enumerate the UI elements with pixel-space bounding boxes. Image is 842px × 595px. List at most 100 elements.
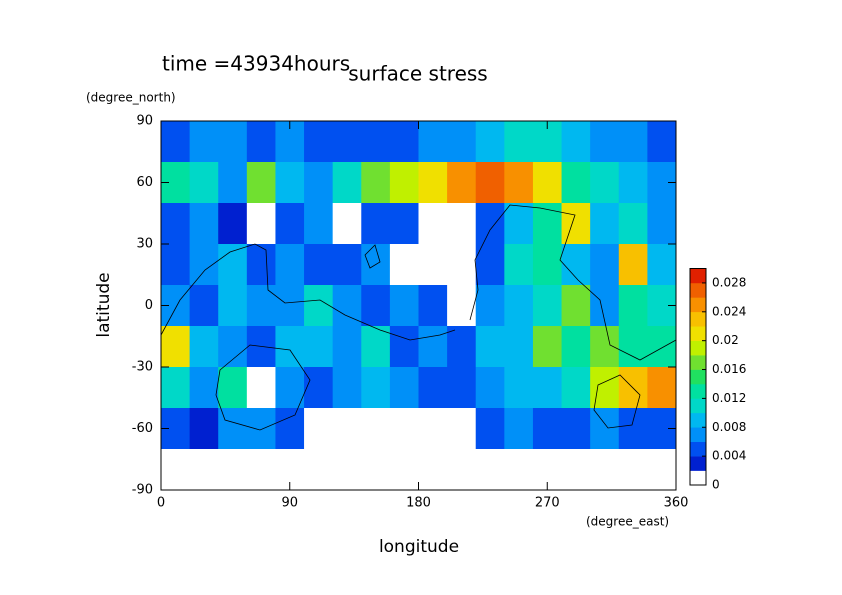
cell bbox=[361, 203, 391, 245]
cell bbox=[161, 203, 191, 245]
cell bbox=[418, 162, 448, 204]
cell bbox=[246, 121, 276, 163]
cell bbox=[618, 326, 648, 368]
coastlines bbox=[160, 204, 677, 431]
cell bbox=[332, 367, 362, 409]
cell bbox=[246, 244, 276, 286]
cell bbox=[590, 203, 620, 245]
cell bbox=[590, 326, 620, 368]
cell bbox=[275, 408, 305, 450]
cell bbox=[561, 408, 591, 450]
cell bbox=[618, 449, 648, 491]
cell bbox=[189, 326, 219, 368]
cell bbox=[304, 244, 334, 286]
cell bbox=[246, 162, 276, 204]
cell bbox=[161, 367, 191, 409]
coastline bbox=[364, 244, 381, 269]
y-tick-label: -60 bbox=[132, 421, 153, 436]
cell bbox=[418, 326, 448, 368]
cell bbox=[475, 162, 505, 204]
cell bbox=[389, 326, 419, 368]
colorbar-tick-label: 0.028 bbox=[712, 275, 746, 289]
cell bbox=[189, 367, 219, 409]
cell bbox=[218, 121, 248, 163]
colorbar-band bbox=[690, 441, 706, 457]
y-axis-label: latitude bbox=[94, 272, 114, 337]
cell bbox=[418, 285, 448, 327]
colorbar-band bbox=[690, 456, 706, 471]
cell bbox=[275, 244, 305, 286]
cell bbox=[389, 285, 419, 327]
cell bbox=[389, 244, 419, 286]
cell bbox=[504, 367, 534, 409]
cell bbox=[246, 367, 276, 409]
cell bbox=[590, 408, 620, 450]
coastline bbox=[469, 204, 677, 361]
cell bbox=[389, 121, 419, 163]
cell bbox=[561, 244, 591, 286]
cell bbox=[447, 326, 477, 368]
cell bbox=[218, 367, 248, 409]
cell bbox=[418, 449, 448, 491]
chart-title: surface stress bbox=[348, 62, 487, 86]
cell bbox=[532, 408, 563, 450]
cell bbox=[389, 449, 419, 491]
cell bbox=[561, 203, 591, 245]
cell bbox=[447, 121, 477, 163]
y-tick-label: -30 bbox=[132, 360, 153, 375]
colorbar-band bbox=[690, 311, 706, 327]
cell bbox=[218, 449, 248, 491]
cell bbox=[275, 285, 305, 327]
cell bbox=[532, 162, 563, 204]
cell bbox=[332, 449, 362, 491]
cell bbox=[218, 326, 248, 368]
cell bbox=[304, 121, 334, 163]
cell bbox=[332, 285, 362, 327]
colorbar-tick-label: 0.02 bbox=[712, 333, 739, 347]
annotation: time =43934hours bbox=[162, 52, 350, 76]
cell bbox=[418, 244, 448, 286]
cell bbox=[246, 449, 276, 491]
cell bbox=[475, 367, 505, 409]
colorbar-tick-label: 0.008 bbox=[712, 420, 746, 434]
colorbar-band bbox=[690, 282, 706, 298]
cell bbox=[361, 121, 391, 163]
cell bbox=[304, 203, 334, 245]
cell bbox=[532, 326, 563, 368]
cell bbox=[561, 162, 591, 204]
cell bbox=[418, 408, 448, 450]
cell bbox=[647, 244, 677, 286]
cell bbox=[618, 367, 648, 409]
cell bbox=[504, 449, 534, 491]
y-tick-label: 60 bbox=[136, 175, 153, 190]
cell bbox=[246, 408, 276, 450]
cell bbox=[361, 285, 391, 327]
cell bbox=[618, 408, 648, 450]
colorbar-tick-label: 0.012 bbox=[712, 391, 746, 405]
cell bbox=[161, 326, 191, 368]
cell bbox=[590, 367, 620, 409]
cell bbox=[475, 285, 505, 327]
cell bbox=[618, 203, 648, 245]
coastline bbox=[215, 344, 311, 431]
cell bbox=[590, 244, 620, 286]
cell bbox=[647, 203, 677, 245]
x-tick-label: 180 bbox=[406, 496, 431, 511]
cell bbox=[561, 367, 591, 409]
cell bbox=[647, 449, 677, 491]
colorbar-band bbox=[690, 383, 706, 399]
cell bbox=[532, 285, 563, 327]
y-tick-label: 0 bbox=[145, 298, 153, 313]
colorbar-band bbox=[690, 297, 706, 313]
cell bbox=[475, 326, 505, 368]
cell bbox=[504, 326, 534, 368]
cell bbox=[246, 203, 276, 245]
cell bbox=[561, 449, 591, 491]
cell bbox=[304, 367, 334, 409]
cell bbox=[304, 408, 334, 450]
cell bbox=[275, 162, 305, 204]
cell bbox=[447, 203, 477, 245]
cell bbox=[532, 367, 563, 409]
x-tick-label: 0 bbox=[157, 496, 165, 511]
colorbar-band bbox=[690, 427, 706, 442]
